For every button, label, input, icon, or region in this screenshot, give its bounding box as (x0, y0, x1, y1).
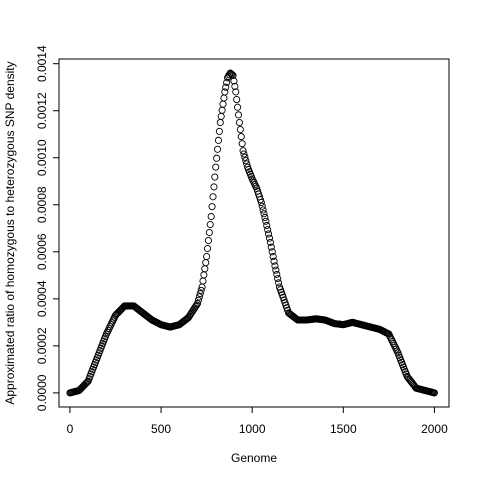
data-point (267, 243, 275, 251)
data-point (212, 163, 220, 171)
y-tick-label: 0.0012 (35, 92, 49, 129)
x-tick-label: 1000 (239, 422, 266, 436)
data-point (234, 111, 243, 119)
data-point (240, 150, 248, 158)
data-point (272, 266, 280, 274)
data-point (259, 206, 267, 214)
data-points (66, 69, 438, 397)
data-point (237, 133, 245, 141)
data-point (223, 78, 231, 87)
data-point (268, 248, 276, 256)
data-point (221, 88, 229, 96)
data-point (228, 71, 236, 79)
data-point (214, 136, 223, 144)
data-point (201, 265, 209, 273)
data-point (257, 198, 265, 206)
data-point (232, 88, 240, 96)
data-point (203, 244, 212, 253)
data-point (275, 279, 283, 287)
data-point (261, 213, 269, 222)
data-point (208, 203, 216, 211)
data-point (264, 226, 272, 234)
data-point (197, 286, 205, 294)
y-axis-title: Approximated ratio of homozygous to hete… (3, 61, 17, 404)
data-point (239, 147, 247, 155)
data-point (266, 238, 274, 246)
data-point (265, 234, 274, 242)
data-point (207, 212, 215, 221)
data-point (274, 275, 282, 283)
data-point (204, 236, 212, 245)
data-point (269, 252, 277, 261)
data-point (265, 230, 273, 238)
data-point (227, 70, 235, 78)
y-tick-label: 0.0006 (35, 233, 49, 270)
data-point (194, 296, 202, 304)
data-point (222, 83, 230, 91)
x-axis-title: Genome (231, 451, 277, 465)
data-point (219, 100, 227, 108)
data-point (196, 290, 204, 298)
data-point (203, 252, 211, 261)
x-tick-label: 500 (151, 422, 171, 436)
data-point (271, 262, 279, 270)
data-point (195, 293, 203, 301)
data-point (205, 228, 213, 237)
data-point (229, 71, 237, 80)
y-tick-label: 0.0004 (35, 280, 49, 317)
data-point (258, 202, 266, 210)
data-point (233, 96, 241, 104)
data-point (199, 277, 207, 285)
data-point (235, 118, 243, 127)
data-point (193, 301, 201, 309)
data-point (215, 127, 223, 135)
data-point (263, 221, 271, 230)
data-point (210, 183, 218, 191)
data-point (236, 125, 244, 134)
data-point (231, 82, 239, 90)
data-point (430, 389, 438, 397)
data-point (202, 259, 210, 267)
y-tick-label: 0.0000 (35, 374, 49, 411)
data-point (213, 154, 221, 162)
data-point (270, 257, 278, 265)
data-point (262, 217, 270, 225)
data-point (209, 193, 217, 201)
data-point (230, 77, 238, 85)
data-point (241, 153, 249, 161)
y-tick-label: 0.0010 (35, 139, 49, 176)
data-point (273, 270, 281, 278)
data-point (238, 140, 246, 148)
data-point (200, 271, 208, 279)
x-tick-label: 1500 (330, 422, 357, 436)
data-point (216, 118, 224, 127)
x-tick-label: 2000 (421, 422, 448, 436)
data-point (211, 173, 219, 181)
data-point (193, 299, 202, 308)
plot-frame (58, 58, 450, 408)
y-tick-label: 0.0014 (35, 45, 49, 82)
data-point (220, 94, 228, 102)
data-point (242, 157, 250, 165)
y-tick-label: 0.0008 (35, 186, 49, 223)
x-axis: 0 500 1000 1500 2000 (67, 407, 448, 436)
y-tick-label: 0.0002 (35, 327, 49, 364)
x-tick-label: 0 (67, 422, 74, 436)
data-point (218, 106, 226, 114)
data-point (260, 210, 268, 218)
data-point (213, 145, 222, 153)
data-point (234, 103, 242, 111)
data-point (206, 220, 214, 229)
data-point (217, 112, 225, 120)
y-axis: 0.0000 0.0002 0.0004 0.0006 0.0008 0.0010 0.00… (35, 45, 59, 411)
data-point (256, 196, 264, 204)
